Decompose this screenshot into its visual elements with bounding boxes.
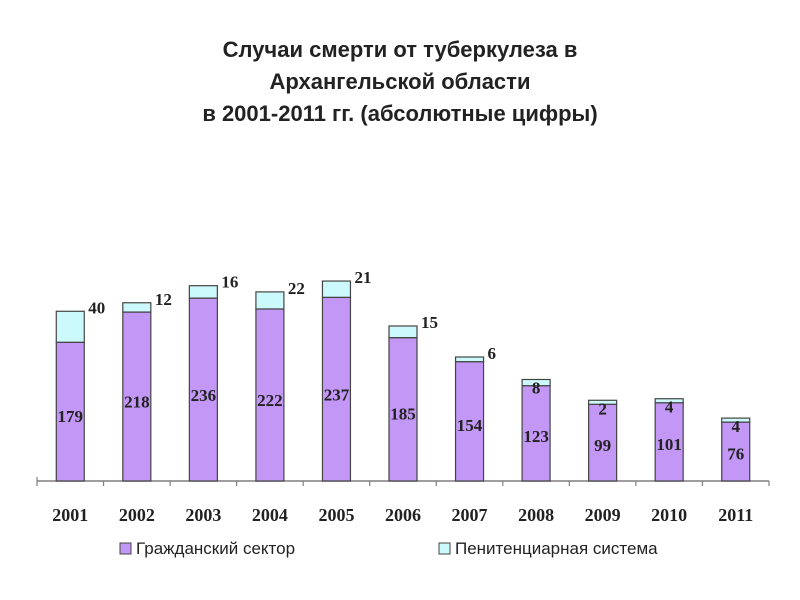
x-tick-label-2002: 2002: [119, 505, 155, 525]
legend-label-civil: Гражданский сектор: [136, 539, 295, 558]
bar-penitentiary-2010: [654, 398, 684, 404]
bar-penitentiary-2001: [55, 310, 85, 343]
bar-civil-2005: [321, 296, 352, 482]
label-penitentiary-2004: 22: [288, 279, 305, 298]
title-line-1: Случаи смерти от туберкулеза в: [222, 37, 578, 62]
x-tick-label-2008: 2008: [518, 505, 554, 525]
bar-penitentiary-2007: [454, 356, 485, 363]
legend-swatch-civil: [119, 542, 132, 555]
label-civil-2001: 179: [58, 407, 84, 426]
label-penitentiary-2007: 6: [488, 344, 497, 363]
label-penitentiary-2005: 21: [354, 268, 371, 287]
label-civil-2003: 236: [191, 386, 217, 405]
bar-civil-2003: [188, 297, 218, 482]
chart-title: Случаи смерти от туберкулеза в Архангель…: [0, 34, 800, 130]
label-civil-2011: 76: [727, 444, 744, 463]
bar-civil-2007: [454, 361, 485, 482]
x-tick-label-2005: 2005: [318, 505, 354, 525]
bar-civil-2011: [721, 421, 751, 482]
x-tick-label-2006: 2006: [385, 505, 421, 525]
x-tick-label-2011: 2011: [718, 505, 753, 525]
bar-penitentiary-2003: [188, 285, 218, 299]
bar-civil-2006: [388, 337, 418, 482]
x-tick-label-2004: 2004: [252, 505, 288, 525]
bar-penitentiary-2004: [255, 291, 285, 310]
label-civil-2009: 99: [594, 436, 611, 455]
bar-penitentiary-2005: [321, 280, 352, 298]
label-penitentiary-2008: 8: [532, 378, 541, 397]
label-civil-2006: 185: [390, 405, 416, 424]
label-penitentiary-2002: 12: [155, 290, 172, 309]
legend-swatch-penitentiary: [438, 542, 451, 555]
label-penitentiary-2006: 15: [421, 313, 438, 332]
bar-penitentiary-2006: [388, 325, 418, 339]
label-civil-2010: 101: [656, 435, 682, 454]
label-civil-2004: 222: [257, 391, 283, 410]
bar-penitentiary-2011: [721, 417, 751, 423]
bar-civil-2009: [588, 403, 618, 482]
bar-penitentiary-2008: [521, 378, 551, 387]
x-tick-label-2009: 2009: [585, 505, 621, 525]
label-penitentiary-2010: 4: [665, 398, 674, 417]
title-line-2: Архангельской области: [269, 69, 531, 94]
label-civil-2002: 218: [124, 393, 150, 412]
x-tick-label-2003: 2003: [185, 505, 221, 525]
x-tick-label-2001: 2001: [52, 505, 88, 525]
bar-penitentiary-2009: [588, 399, 618, 405]
legend-label-penitentiary: Пенитенциарная система: [455, 539, 658, 558]
title-line-3: в 2001-2011 гг. (абсолютные цифры): [202, 101, 598, 126]
label-penitentiary-2009: 2: [598, 399, 607, 418]
x-tick-label-2007: 2007: [452, 505, 488, 525]
bar-penitentiary-2002: [122, 302, 152, 313]
bar-civil-2001: [55, 341, 85, 482]
label-penitentiary-2011: 4: [731, 417, 740, 436]
label-civil-2008: 123: [523, 427, 549, 446]
label-penitentiary-2003: 16: [221, 273, 238, 292]
label-civil-2005: 237: [324, 386, 350, 405]
label-penitentiary-2001: 40: [88, 298, 105, 317]
label-civil-2007: 154: [457, 416, 483, 435]
x-tick-label-2010: 2010: [651, 505, 687, 525]
